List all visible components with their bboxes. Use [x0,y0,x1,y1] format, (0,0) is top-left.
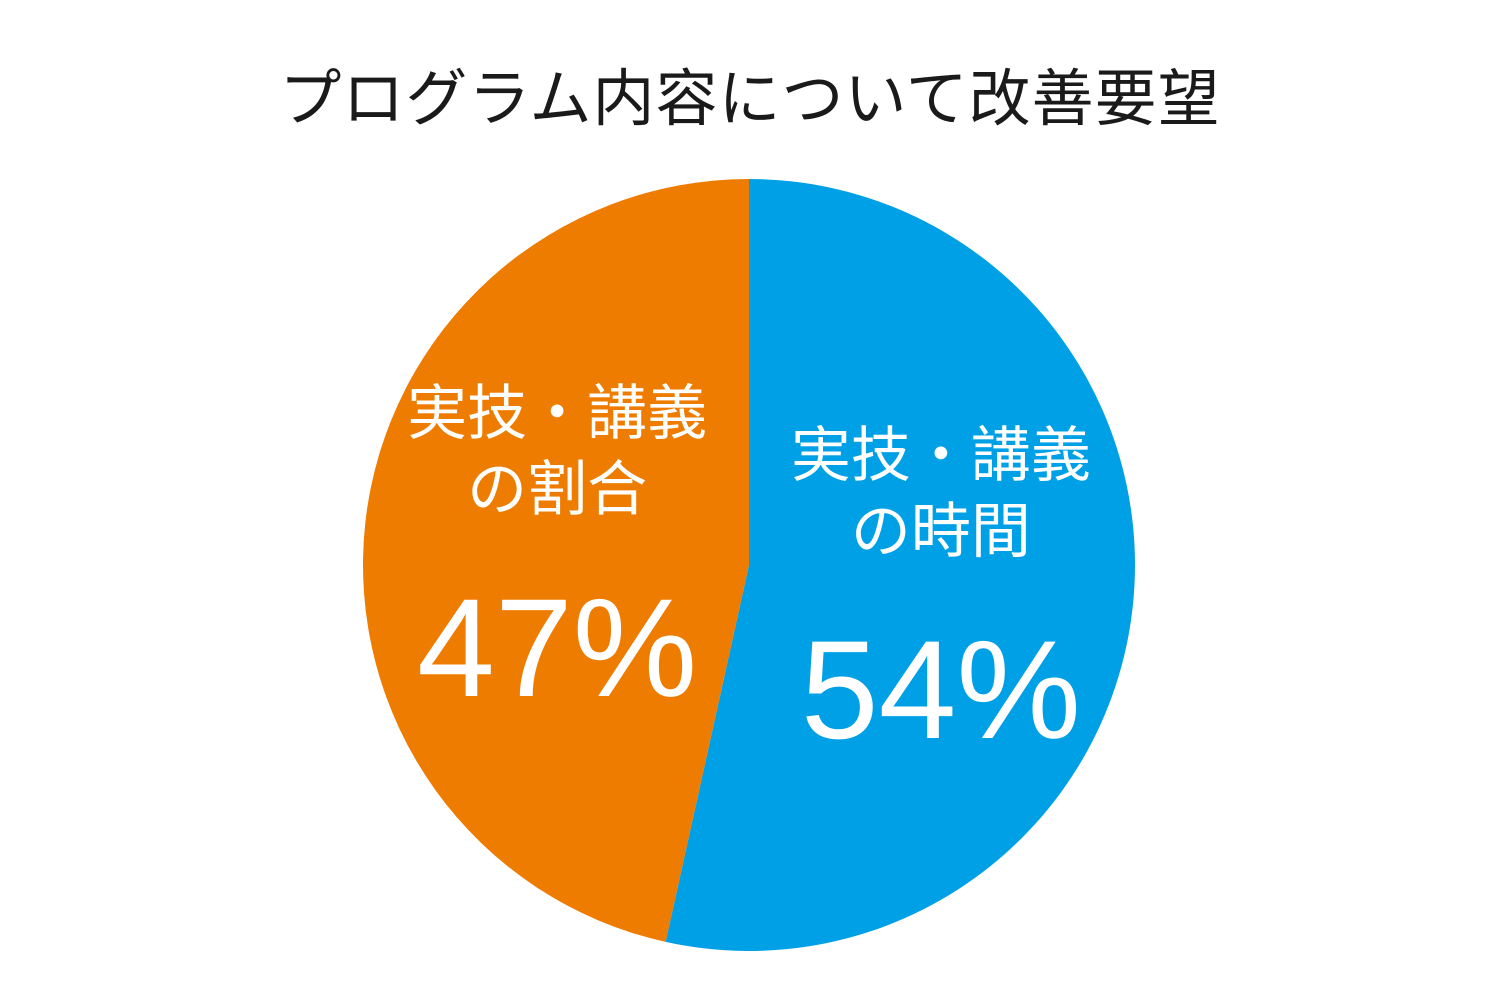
slice-value-1: 47% [417,569,697,726]
pie-slices [363,179,1135,951]
chart-title: プログラム内容について改善要望 [279,62,1221,135]
slice-value-0: 54% [801,611,1081,768]
slice-label-1-line-1: の割合 [467,455,647,525]
slice-label-0-line-0: 実技・講義 [791,421,1091,491]
pie-slice-0 [665,179,1135,951]
pie-slice-1 [363,179,749,942]
slice-label-0-line-1: の時間 [851,497,1031,567]
slice-label-1-line-0: 実技・講義 [407,379,707,449]
